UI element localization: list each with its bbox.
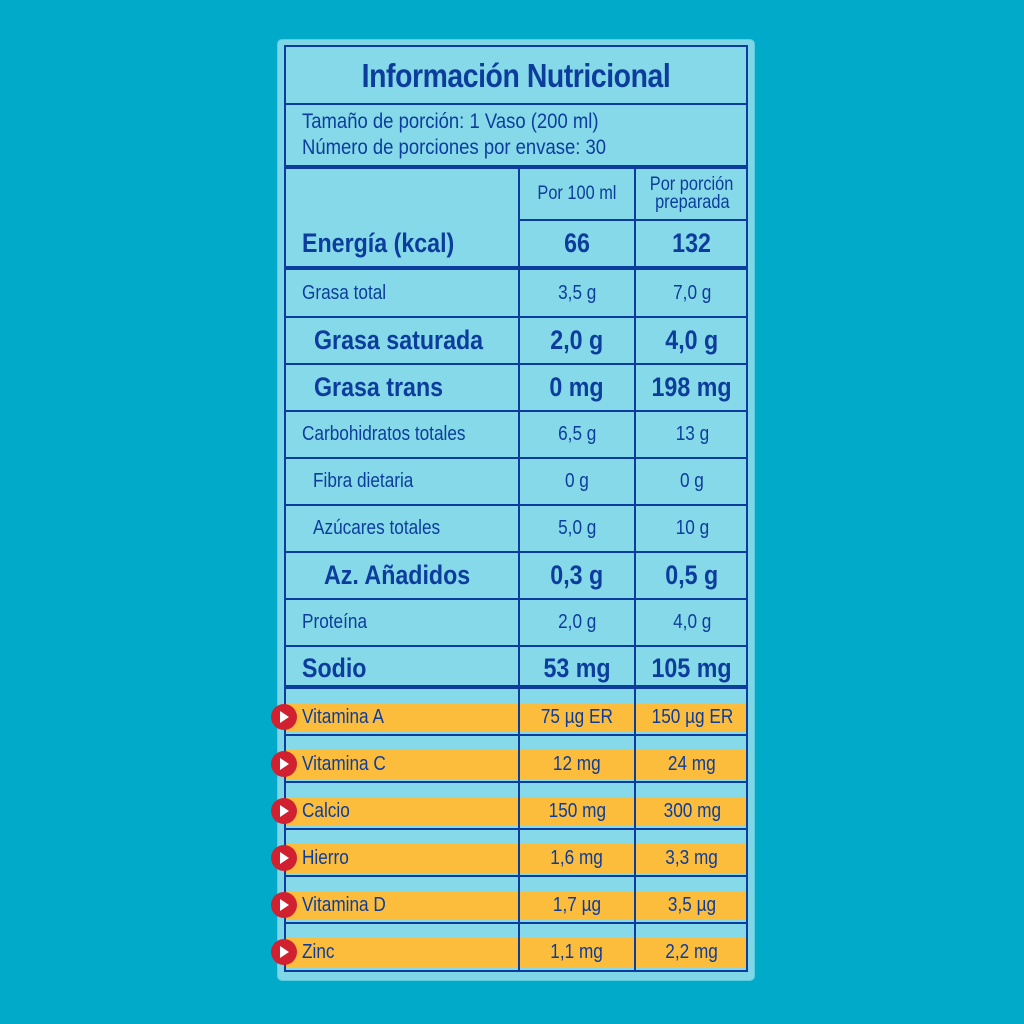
nutrient-per-100: 5,0 g xyxy=(557,516,597,539)
nutrient-per-portion: 198 mg xyxy=(651,371,733,402)
play-icon xyxy=(271,704,297,730)
column-header-per-portion: Por porción preparada xyxy=(650,174,734,213)
play-icon xyxy=(271,845,297,871)
divider xyxy=(286,363,746,365)
vitamin-label: Vitamina C xyxy=(302,753,386,775)
vitamin-per-100: 1,6 mg xyxy=(550,847,604,869)
divider-thick xyxy=(286,165,746,169)
nutrient-per-100: 0 g xyxy=(565,469,589,492)
vitamin-label: Hierro xyxy=(302,847,349,869)
vitamin-per-portion: 2,2 mg xyxy=(665,941,719,963)
energy-per-portion: 132 xyxy=(672,227,712,258)
play-icon xyxy=(271,798,297,824)
highlight-band xyxy=(286,844,746,873)
play-icon xyxy=(271,939,297,965)
nutrient-per-100: 0 mg xyxy=(549,371,605,402)
highlight-band xyxy=(286,750,746,779)
nutrient-per-portion: 7,0 g xyxy=(672,281,712,304)
divider xyxy=(286,551,746,553)
highlight-band xyxy=(286,703,746,732)
vitamin-per-portion: 3,5 µg xyxy=(667,894,717,916)
nutrient-label: Proteína xyxy=(302,610,368,633)
energy-per-100: 66 xyxy=(564,227,590,258)
divider xyxy=(286,410,746,412)
nutrient-label: Grasa saturada xyxy=(314,324,484,355)
divider xyxy=(286,922,746,924)
nutrition-facts-panel: Información Nutricional Tamaño de porció… xyxy=(284,45,748,972)
nutrient-per-portion: 0 g xyxy=(680,469,704,492)
play-icon xyxy=(271,751,297,777)
nutrient-label: Azúcares totales xyxy=(313,516,441,539)
nutrient-per-portion: 4,0 g xyxy=(672,610,712,633)
divider-thick xyxy=(286,685,746,689)
play-icon xyxy=(271,892,297,918)
nutrient-label: Grasa trans xyxy=(314,371,444,402)
nutrient-label: Carbohidratos totales xyxy=(302,422,466,445)
divider xyxy=(286,781,746,783)
column-divider xyxy=(518,167,520,972)
nutrient-label: Fibra dietaria xyxy=(313,469,414,492)
column-divider xyxy=(634,167,636,972)
vitamin-per-portion: 150 µg ER xyxy=(651,706,733,728)
vitamin-per-100: 75 µg ER xyxy=(540,706,614,728)
nutrient-per-portion: 0,5 g xyxy=(665,559,719,590)
column-header-per-100: Por 100 ml xyxy=(537,183,617,204)
divider xyxy=(286,734,746,736)
vitamin-per-100: 1,1 mg xyxy=(550,941,604,963)
divider xyxy=(286,457,746,459)
divider xyxy=(286,598,746,600)
divider-thick xyxy=(286,266,746,270)
nutrient-per-portion: 105 mg xyxy=(651,652,733,683)
divider xyxy=(286,103,746,105)
nutrient-per-100: 6,5 g xyxy=(557,422,597,445)
nutrient-per-100: 53 mg xyxy=(543,652,611,683)
divider xyxy=(286,316,746,318)
vitamin-label: Zinc xyxy=(302,941,335,963)
serving-size: Tamaño de porción: 1 Vaso (200 ml) xyxy=(302,110,599,133)
serving-info: Tamaño de porción: 1 Vaso (200 ml) Númer… xyxy=(302,109,606,161)
highlight-band xyxy=(286,938,746,967)
divider xyxy=(286,828,746,830)
nutrient-per-portion: 13 g xyxy=(675,422,709,445)
vitamin-label: Calcio xyxy=(302,800,350,822)
divider xyxy=(286,645,746,647)
vitamin-per-100: 1,7 µg xyxy=(552,894,602,916)
nutrient-per-100: 2,0 g xyxy=(557,610,597,633)
divider xyxy=(286,875,746,877)
vitamin-per-portion: 300 mg xyxy=(663,800,721,822)
highlight-band xyxy=(286,891,746,920)
vitamin-per-portion: 3,3 mg xyxy=(665,847,719,869)
nutrient-per-portion: 10 g xyxy=(675,516,709,539)
vitamin-label: Vitamina A xyxy=(302,706,384,728)
nutrient-per-100: 3,5 g xyxy=(557,281,597,304)
vitamin-per-100: 150 mg xyxy=(548,800,606,822)
nutrient-label: Sodio xyxy=(302,652,367,683)
energy-label: Energía (kcal) xyxy=(302,227,455,258)
nutrient-per-100: 2,0 g xyxy=(550,324,604,355)
nutrient-per-portion: 4,0 g xyxy=(665,324,719,355)
vitamin-label: Vitamina D xyxy=(302,894,386,916)
highlight-band xyxy=(286,797,746,826)
nutrient-per-100: 0,3 g xyxy=(550,559,604,590)
label-title: Información Nutricional xyxy=(361,56,671,94)
vitamin-per-100: 12 mg xyxy=(553,753,601,775)
nutrient-label: Az. Añadidos xyxy=(324,559,471,590)
vitamin-per-portion: 24 mg xyxy=(668,753,716,775)
nutrient-label: Grasa total xyxy=(302,281,387,304)
divider xyxy=(286,504,746,506)
servings-per-container: Número de porciones por envase: 30 xyxy=(302,136,607,159)
